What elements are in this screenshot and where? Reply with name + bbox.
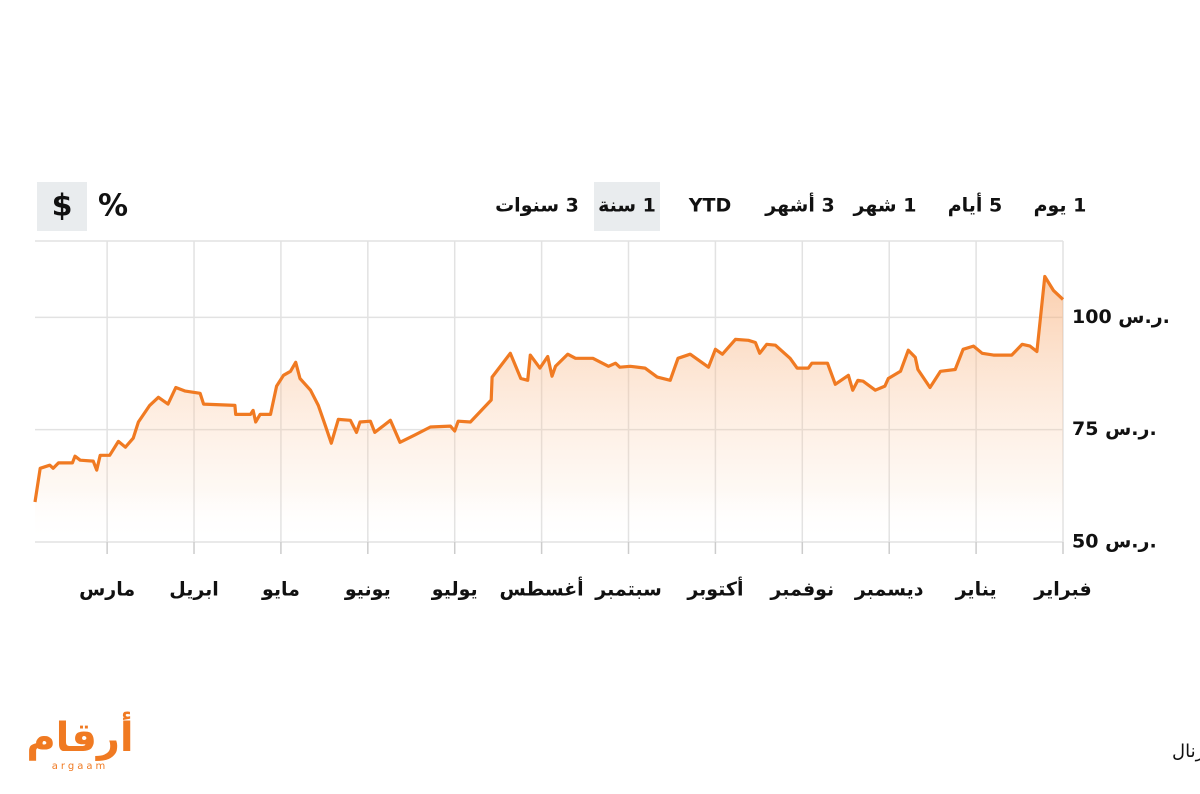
range-button[interactable]: YTD — [688, 195, 732, 217]
range-button[interactable]: 1 سنة — [598, 195, 656, 217]
x-tick-label: ديسمبر — [854, 579, 924, 601]
x-tick-label: يناير — [955, 579, 997, 601]
x-tick-label: فبراير — [1033, 579, 1091, 601]
x-tick-label: مارس — [79, 579, 135, 601]
range-button[interactable]: 3 سنوات — [495, 195, 579, 217]
button-bg — [37, 182, 87, 231]
x-tick-label: يونيو — [344, 579, 391, 601]
x-tick-label: نوفمبر — [769, 579, 834, 601]
x-tick-label: ابريل — [169, 579, 219, 601]
unit-button[interactable]: % — [98, 189, 128, 224]
x-tick-label: أغسطس — [500, 577, 584, 601]
logo: أرقام — [26, 711, 133, 761]
area — [35, 276, 1063, 542]
y-tick-label: 75 ر.س. — [1072, 418, 1157, 440]
source: المصدر: وول ستريت جورنال — [1172, 741, 1200, 762]
x-tick-label: سبتمبر — [594, 579, 662, 601]
x-tick-label: يوليو — [431, 579, 478, 601]
unit-button[interactable]: $ — [52, 189, 73, 224]
x-tick-label: أكتوبر — [686, 577, 743, 601]
x-tick-label: مايو — [261, 579, 300, 601]
range-button[interactable]: 5 أيام — [948, 193, 1003, 217]
line — [33, 274, 1065, 503]
range-button[interactable]: 3 أشهر — [764, 193, 834, 217]
range-button[interactable]: 1 شهر — [853, 195, 917, 217]
y-tick-label: 100 ر.س. — [1072, 306, 1170, 328]
logo-sub: argaam — [52, 761, 108, 772]
button-bg — [594, 182, 660, 231]
range-button[interactable]: 1 يوم — [1034, 195, 1087, 217]
y-tick-label: 50 ر.س. — [1072, 531, 1157, 553]
